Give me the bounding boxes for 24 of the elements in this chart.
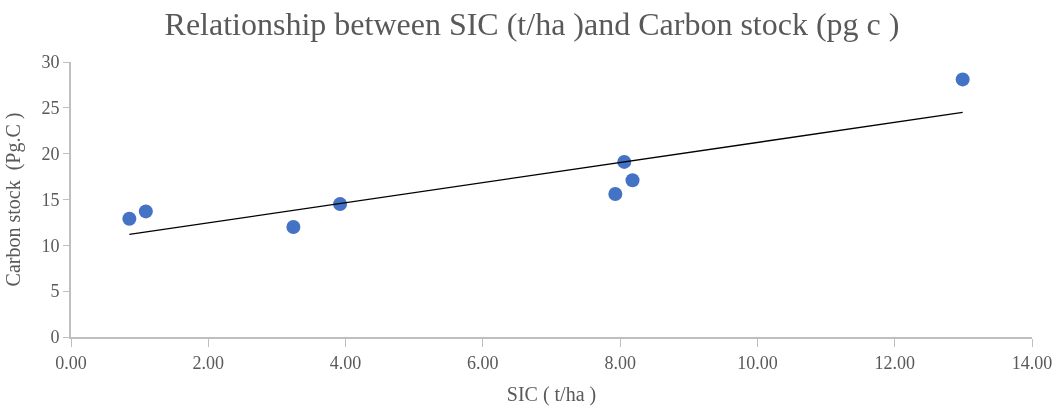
y-tick-label: 30 [41,52,60,73]
x-tick-label: 4.00 [329,352,362,373]
point [608,187,623,201]
point [122,211,137,226]
y-tick-label: 25 [41,98,60,119]
point [286,220,301,234]
point [625,173,640,188]
x-tick-label: 0.00 [55,352,87,373]
y-tick-label: 20 [41,143,60,164]
y-tick-label: 0 [50,327,60,348]
point [138,204,153,219]
x-tick-label: 12.00 [874,352,915,373]
x-tick-label: 10.00 [737,352,778,373]
y-axis-title: Carbon stock (Pg.C ) [2,112,26,287]
y-tick-label: 10 [41,235,60,256]
chart-title: Relationship between SIC (t/ha )and Carbon stock (pg c ) [164,5,900,42]
x-tick-label: 8.00 [604,352,636,373]
x-tick-label: 6.00 [467,352,499,373]
y-tick-label: 15 [41,189,60,210]
x-tick-label: 2.00 [192,352,225,373]
point [955,72,970,87]
x-tick-label: 14.00 [1011,352,1053,373]
y-tick-label: 5 [50,281,60,302]
x-axis-title: SIC ( t/ha ) [506,382,597,406]
